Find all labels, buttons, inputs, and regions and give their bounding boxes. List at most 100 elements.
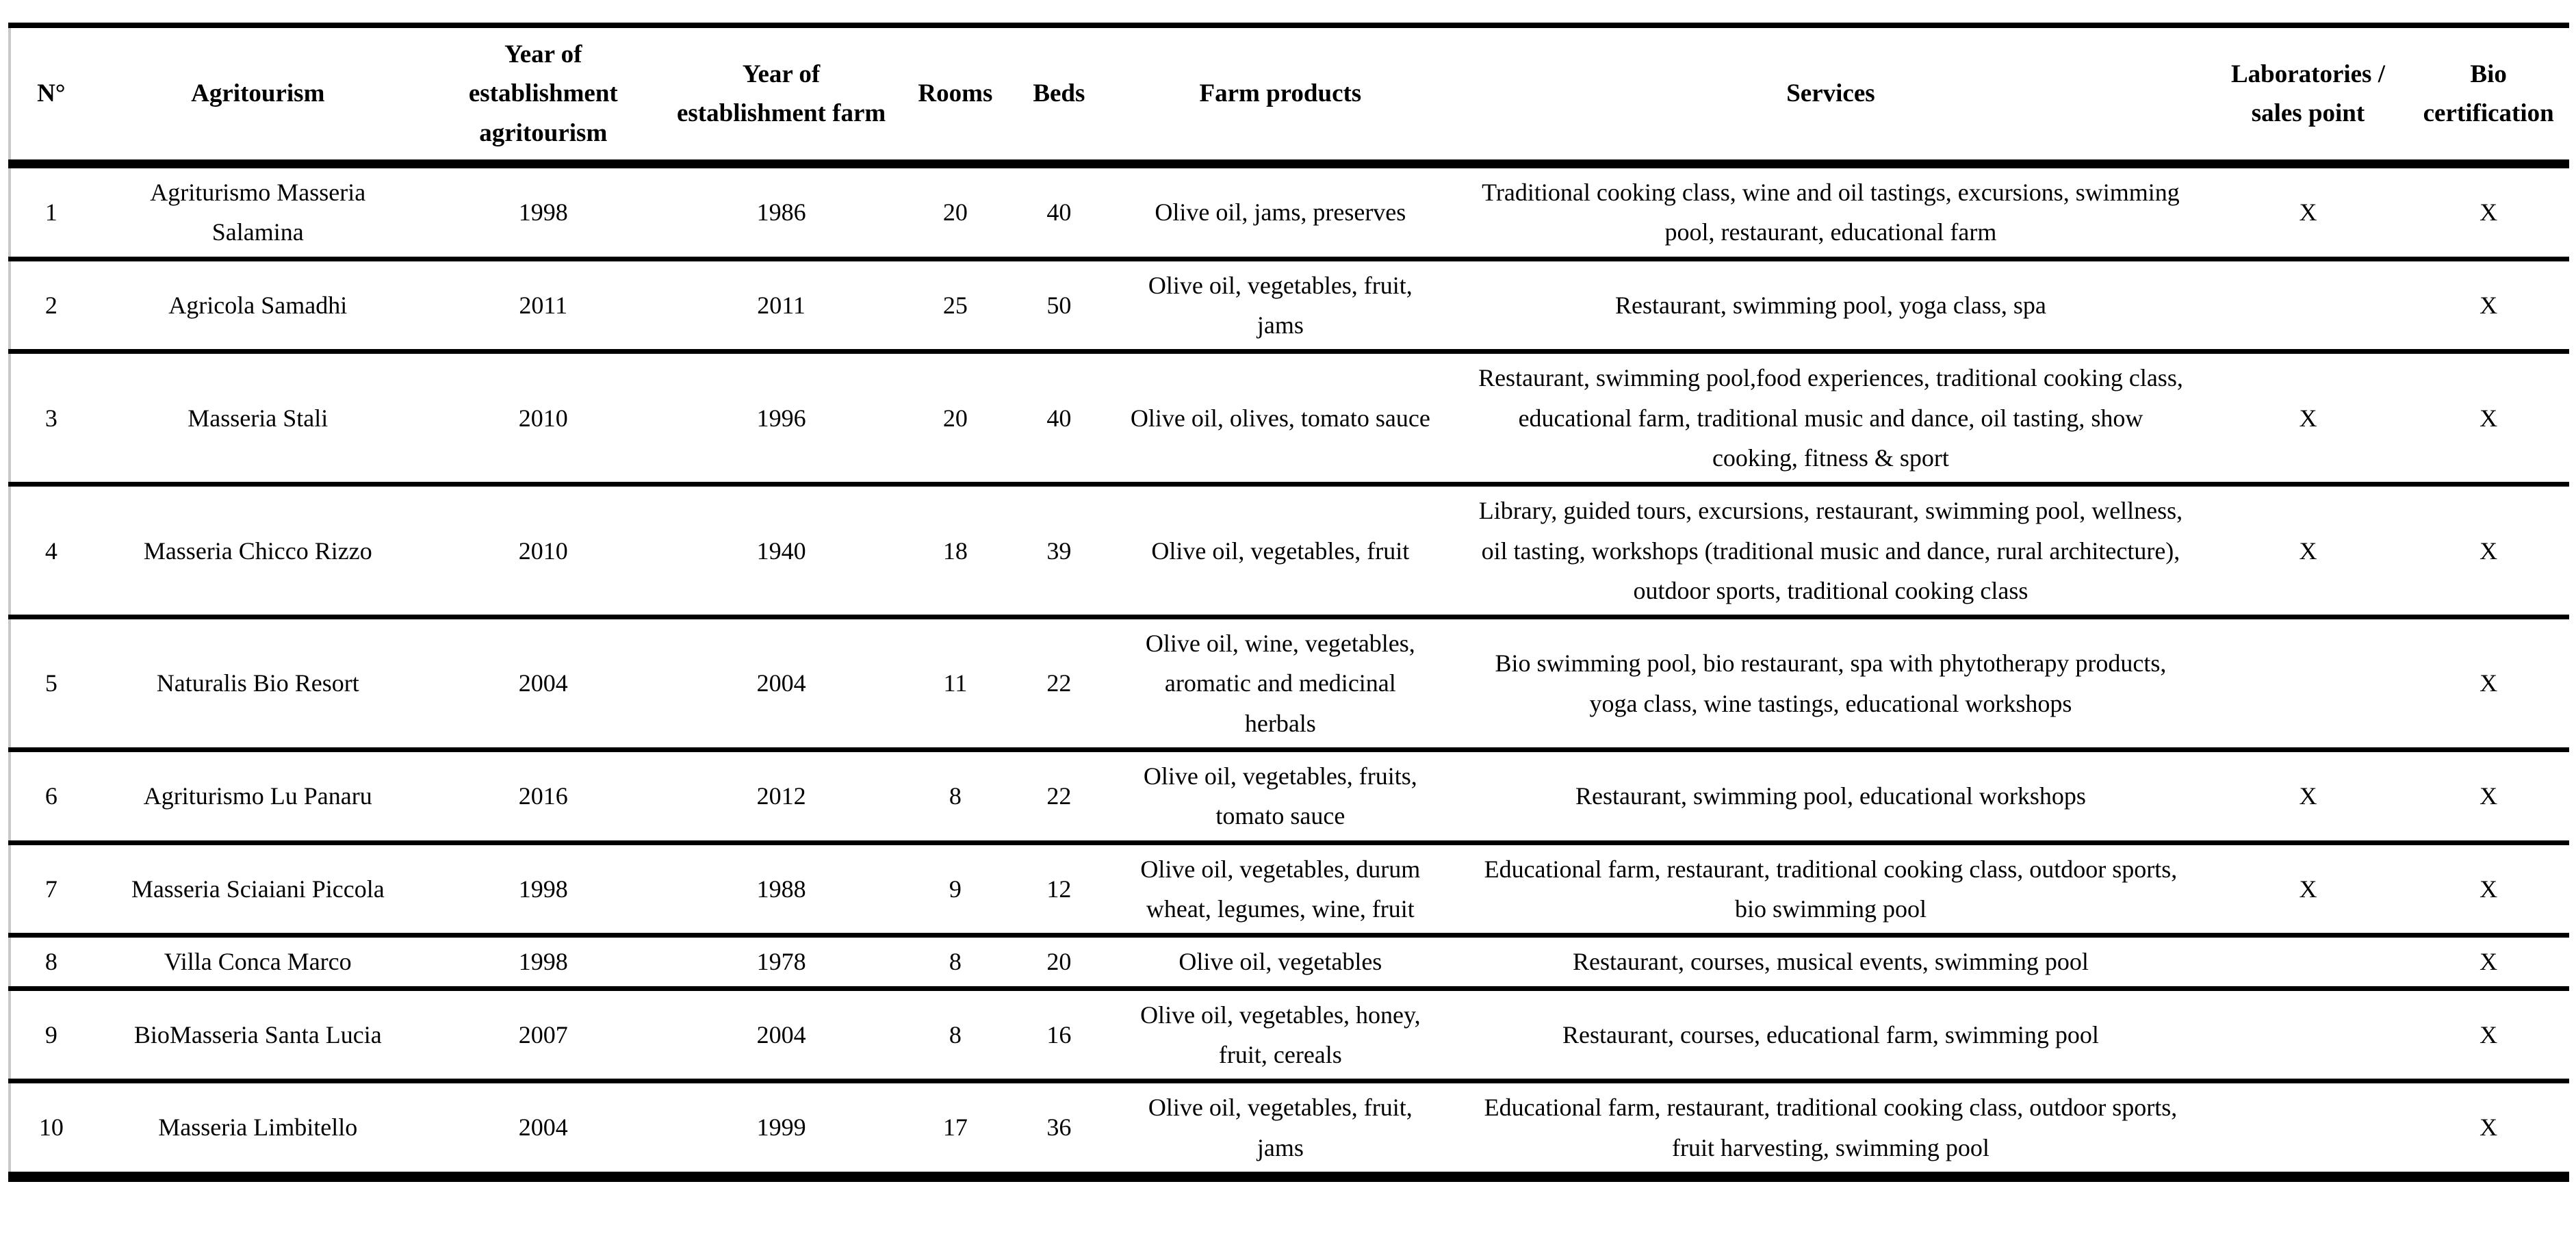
cell-row-number: 4 (44, 537, 57, 565)
cell-beds: 20 (1046, 948, 1072, 976)
column-header-bio-certification: Bio certification (2423, 60, 2554, 128)
cell-row-number: 1 (44, 198, 57, 227)
cell-beds: 16 (1046, 1020, 1072, 1048)
table-row: 6 Agriturismo Lu Panaru 2016 2012 8 22 O… (10, 749, 2569, 843)
cell-services: Traditional cooking class, wine and oil … (1482, 179, 2180, 246)
cell-laboratories-sales-point (2208, 259, 2408, 352)
cell-laboratories-sales-point (2208, 988, 2408, 1081)
cell-laboratories-sales-point: X (2299, 875, 2317, 903)
cell-laboratories-sales-point: X (2299, 537, 2317, 565)
cell-bio-certification: X (2480, 404, 2498, 432)
table-row: 1 Agriturismo Masseria Salamina 1998 198… (10, 164, 2569, 259)
cell-year-farm: 2012 (756, 782, 806, 810)
cell-year-agritourism: 2010 (518, 404, 568, 432)
cell-row-number: 3 (44, 404, 57, 432)
cell-year-farm: 1996 (756, 404, 806, 432)
cell-beds: 39 (1046, 537, 1072, 565)
column-header-beds: Beds (1033, 79, 1085, 108)
cell-laboratories-sales-point (2208, 617, 2408, 750)
table-row: 4 Masseria Chicco Rizzo 2010 1940 18 39 … (10, 484, 2569, 617)
cell-year-farm: 2011 (757, 291, 806, 319)
agritourism-table: N° Agritourism Year of establishment agr… (8, 23, 2569, 1182)
cell-year-farm: 2004 (756, 669, 806, 697)
cell-laboratories-sales-point: X (2299, 782, 2317, 810)
cell-year-agritourism: 1998 (518, 198, 568, 227)
cell-rooms: 25 (942, 291, 968, 319)
column-header-services: Services (1786, 79, 1875, 108)
column-header-year-farm: Year of establishment farm (676, 60, 886, 128)
cell-laboratories-sales-point: X (2299, 198, 2317, 227)
cell-beds: 40 (1046, 198, 1072, 227)
cell-farm-products: Olive oil, vegetables, fruit, jams (1148, 1094, 1413, 1161)
cell-agritourism-name: Agriturismo Lu Panaru (143, 782, 372, 810)
cell-laboratories-sales-point (2208, 1081, 2408, 1177)
table-row: 10 Masseria Limbitello 2004 1999 17 36 O… (10, 1081, 2569, 1177)
cell-year-farm: 1978 (756, 948, 806, 976)
cell-row-number: 9 (44, 1020, 57, 1048)
cell-laboratories-sales-point: X (2299, 404, 2317, 432)
cell-year-farm: 2004 (756, 1020, 806, 1048)
cell-row-number: 7 (44, 875, 57, 903)
cell-farm-products: Olive oil, vegetables, fruit (1151, 537, 1410, 565)
table-row: 5 Naturalis Bio Resort 2004 2004 11 22 O… (10, 617, 2569, 750)
cell-year-agritourism: 2011 (519, 291, 568, 319)
cell-row-number: 10 (38, 1113, 64, 1142)
cell-bio-certification: X (2480, 669, 2498, 697)
cell-bio-certification: X (2480, 782, 2498, 810)
cell-farm-products: Olive oil, jams, preserves (1155, 198, 1406, 227)
cell-services: Educational farm, restaurant, traditiona… (1484, 1094, 2178, 1161)
cell-farm-products: Olive oil, wine, vegetables, aromatic an… (1145, 630, 1415, 737)
cell-farm-products: Olive oil, vegetables, durum wheat, legu… (1140, 855, 1421, 923)
column-header-agritourism: Agritourism (191, 79, 325, 108)
cell-agritourism-name: Masseria Chicco Rizzo (143, 537, 372, 565)
table-row: 8 Villa Conca Marco 1998 1978 8 20 Olive… (10, 935, 2569, 988)
column-header-laboratories: Laboratories / sales point (2230, 60, 2385, 128)
cell-agritourism-name: Villa Conca Marco (164, 948, 352, 976)
cell-agritourism-name: BioMasseria Santa Lucia (133, 1020, 382, 1048)
cell-bio-certification: X (2480, 291, 2498, 319)
column-header-no: N° (37, 79, 66, 108)
cell-row-number: 8 (44, 948, 57, 976)
cell-year-farm: 1988 (756, 875, 806, 903)
cell-year-agritourism: 2016 (518, 782, 568, 810)
cell-rooms: 18 (942, 537, 968, 565)
cell-beds: 50 (1046, 291, 1072, 319)
cell-bio-certification: X (2480, 1020, 2498, 1048)
column-header-farm-products: Farm products (1199, 79, 1362, 108)
cell-bio-certification: X (2480, 875, 2498, 903)
cell-farm-products: Olive oil, vegetables, fruit, jams (1148, 271, 1413, 339)
cell-farm-products: Olive oil, vegetables, fruits, tomato sa… (1143, 762, 1417, 830)
cell-bio-certification: X (2480, 198, 2498, 227)
cell-rooms: 17 (942, 1113, 968, 1142)
cell-year-farm: 1940 (756, 537, 806, 565)
cell-row-number: 6 (44, 782, 57, 810)
cell-year-agritourism: 2007 (518, 1020, 568, 1048)
cell-farm-products: Olive oil, vegetables, honey, fruit, cer… (1140, 1001, 1421, 1068)
cell-services: Restaurant, swimming pool, yoga class, s… (1614, 291, 2046, 319)
cell-year-agritourism: 2004 (518, 669, 568, 697)
cell-beds: 22 (1046, 782, 1072, 810)
cell-bio-certification: X (2480, 1113, 2498, 1142)
cell-year-agritourism: 1998 (518, 875, 568, 903)
cell-farm-products: Olive oil, olives, tomato sauce (1130, 404, 1430, 432)
agritourism-table-container: N° Agritourism Year of establishment agr… (8, 23, 2569, 1182)
cell-year-agritourism: 2010 (518, 537, 568, 565)
cell-rooms: 8 (949, 948, 962, 976)
cell-services: Bio swimming pool, bio restaurant, spa w… (1495, 649, 2167, 717)
column-header-rooms: Rooms (918, 79, 993, 108)
table-row: 3 Masseria Stali 2010 1996 20 40 Olive o… (10, 351, 2569, 485)
cell-beds: 40 (1046, 404, 1072, 432)
cell-services: Restaurant, courses, musical events, swi… (1573, 948, 2089, 976)
cell-bio-certification: X (2480, 537, 2498, 565)
cell-services: Educational farm, restaurant, traditiona… (1484, 855, 2178, 923)
table-header-row: N° Agritourism Year of establishment agr… (10, 25, 2569, 164)
cell-agritourism-name: Masseria Sciaiani Piccola (131, 875, 385, 903)
table-row: 9 BioMasseria Santa Lucia 2007 2004 8 16… (10, 988, 2569, 1081)
cell-rooms: 20 (942, 404, 968, 432)
cell-beds: 12 (1046, 875, 1072, 903)
cell-agritourism-name: Masseria Limbitello (158, 1113, 358, 1142)
cell-rooms: 20 (942, 198, 968, 227)
cell-services: Restaurant, swimming pool, educational w… (1575, 782, 2086, 810)
cell-rooms: 8 (949, 782, 962, 810)
cell-rooms: 8 (949, 1020, 962, 1048)
